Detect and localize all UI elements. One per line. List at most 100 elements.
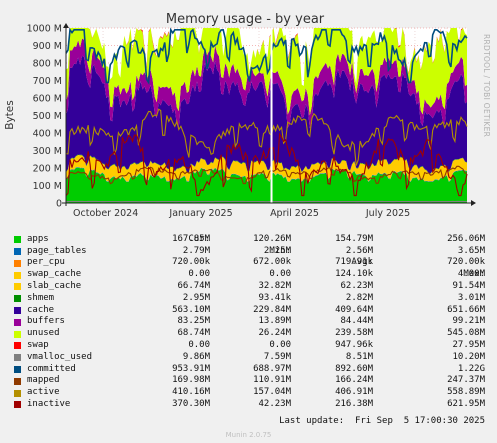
legend-swatch xyxy=(14,236,21,244)
legend-name: swap xyxy=(27,339,49,350)
legend-cur: 370.30M xyxy=(172,398,210,409)
legend-name: buffers xyxy=(27,316,65,327)
legend-cur: 167.85M xyxy=(172,233,210,244)
legend-name: mapped xyxy=(27,375,60,386)
legend-min: 672.00k xyxy=(253,257,291,268)
legend-avg: 892.60M xyxy=(335,363,373,374)
legend-avg: 124.10k xyxy=(335,269,373,280)
legend-max: 91.54M xyxy=(452,280,485,291)
y-tick-label: 0 xyxy=(56,199,62,210)
area-per-cpu xyxy=(66,167,467,182)
legend-swatch xyxy=(14,330,21,338)
legend-avg: 947.96k xyxy=(335,339,373,350)
legend-min: 13.89M xyxy=(258,316,291,327)
legend-row-per-cpu: per_cpu 720.00k 672.00k 719.91k 720.00k xyxy=(12,257,490,269)
area-slab-cache xyxy=(66,155,467,182)
legend-cur: 953.91M xyxy=(172,363,210,374)
legend-min: 2.25M xyxy=(263,245,291,256)
legend-swatch xyxy=(14,295,21,303)
legend-swatch xyxy=(14,248,21,256)
legend-row-mapped: mapped 169.98M 110.91M 166.24M 247.37M xyxy=(12,375,490,387)
legend-min: 0.00 xyxy=(269,269,291,280)
x-tick-label: October 2024 xyxy=(73,208,138,219)
legend-cur: 0.00 xyxy=(188,269,210,280)
x-tick-label: July 2025 xyxy=(365,208,410,219)
legend-min: 120.26M xyxy=(253,233,291,244)
y-tick-label: 600 M xyxy=(33,94,62,105)
legend-name: shmem xyxy=(27,292,55,303)
legend-name: vmalloc_used xyxy=(27,351,93,362)
legend-row-buffers: buffers 83.25M 13.89M 84.44M 99.21M xyxy=(12,316,490,328)
legend-row-active: active 410.16M 157.04M 406.91M 558.89M xyxy=(12,387,490,399)
chart-title: Memory usage - by year xyxy=(166,12,325,27)
legend-avg: 166.24M xyxy=(335,375,373,386)
rrdtool-credit: RRDTOOL / TOBI OETIKER xyxy=(482,34,491,137)
legend-avg: 406.91M xyxy=(335,387,373,398)
legend-row-slab-cache: slab_cache 66.74M 32.82M 62.23M 91.54M xyxy=(12,281,490,293)
legend: Cur: Min: Avg: Max: apps 167.85M 120.26M 15… xyxy=(12,222,490,411)
x-tick-label: April 2025 xyxy=(270,208,319,219)
legend-avg: 62.23M xyxy=(340,280,373,291)
legend-row-swap: swap 0.00 0.00 947.96k 27.95M xyxy=(12,340,490,352)
legend-name: active xyxy=(27,387,60,398)
last-update: Last update: Fri Sep 5 17:00:30 2025 xyxy=(279,416,485,426)
data-gap xyxy=(270,28,273,203)
legend-cur: 720.00k xyxy=(172,257,210,268)
legend-cur: 563.10M xyxy=(172,304,210,315)
legend-swatch xyxy=(14,271,21,279)
legend-name: apps xyxy=(27,233,49,244)
col-avg: Avg: xyxy=(351,257,373,268)
line-active xyxy=(65,108,468,166)
legend-swatch xyxy=(14,389,21,397)
munin-version: Munin 2.0.75 xyxy=(225,431,272,439)
legend-cur: 169.98M xyxy=(172,375,210,386)
x-tick-label: January 2025 xyxy=(168,208,232,219)
legend-avg: 2.82M xyxy=(345,292,373,303)
legend-max: 256.06M xyxy=(447,233,485,244)
legend-swatch xyxy=(14,377,21,385)
legend-max: 1.22G xyxy=(457,363,485,374)
col-cur: Cur: xyxy=(188,233,210,244)
y-ticks: 0 100 M 200 M 300 M 400 M 500 M 600 M 700 M 800 … xyxy=(27,24,62,210)
area-apps xyxy=(66,167,467,203)
y-tick-label: 1000 M xyxy=(27,24,62,35)
legend-swatch xyxy=(14,342,21,350)
legend-cur: 66.74M xyxy=(177,280,210,291)
legend-max: 545.08M xyxy=(447,328,485,339)
legend-cur: 9.86M xyxy=(182,351,210,362)
legend-swatch xyxy=(14,307,21,315)
x-axis-arrow xyxy=(471,200,476,206)
y-tick-label: 800 M xyxy=(33,59,62,70)
legend-avg: 239.58M xyxy=(335,328,373,339)
y-axis-arrow xyxy=(63,23,69,28)
legend-row-unused: unused 68.74M 26.24M 239.58M 545.08M xyxy=(12,328,490,340)
legend-max: 3.01M xyxy=(457,292,485,303)
legend-name: page_tables xyxy=(27,245,87,256)
legend-max: 10.20M xyxy=(452,351,485,362)
area-page-tables xyxy=(66,167,467,182)
legend-cur: 83.25M xyxy=(177,316,210,327)
legend-swatch xyxy=(14,401,21,409)
legend-max: 99.21M xyxy=(452,316,485,327)
legend-name: unused xyxy=(27,328,60,339)
legend-cur: 0.00 xyxy=(188,339,210,350)
legend-max: 3.65M xyxy=(457,245,485,256)
legend-avg: 2.56M xyxy=(345,245,373,256)
legend-row-cache: cache 563.10M 229.84M 409.64M 651.66M xyxy=(12,305,490,317)
legend-min: 110.91M xyxy=(253,375,291,386)
legend-row-swap-cache: swap_cache 0.00 0.00 124.10k 4.00M xyxy=(12,269,490,281)
legend-max: 27.95M xyxy=(452,339,485,350)
legend-avg: 154.79M xyxy=(335,233,373,244)
chart: Memory usage - by year Bytes RRDTOOL / T… xyxy=(4,12,491,219)
line-committed xyxy=(65,27,468,85)
legend-row-vmalloc-used: vmalloc_used 9.86M 7.59M 8.51M 10.20M xyxy=(12,352,490,364)
legend-swatch xyxy=(14,354,21,362)
legend-min: 7.59M xyxy=(263,351,291,362)
x-ticks: October 2024 January 2025 April 2025 July 2… xyxy=(73,208,410,219)
legend-max: 4.00M xyxy=(457,269,485,280)
legend-min: 229.84M xyxy=(253,304,291,315)
legend-max: 247.37M xyxy=(447,375,485,386)
legend-name: slab_cache xyxy=(27,280,82,291)
legend-cur: 410.16M xyxy=(172,387,210,398)
